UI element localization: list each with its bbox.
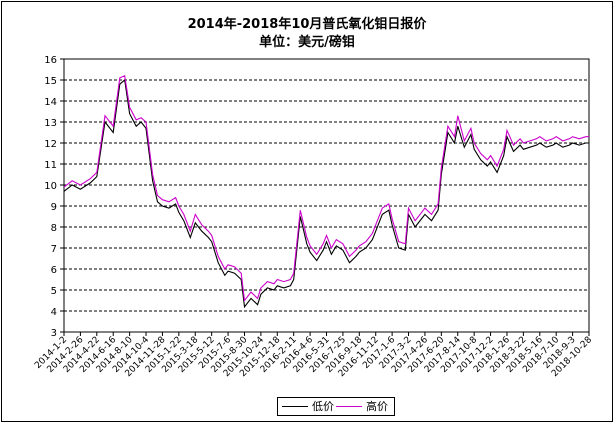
chart-title: 2014年-2018年10月普氏氧化钼日报价 (187, 17, 427, 32)
y-tick-label: 3 (51, 328, 57, 339)
plot-area (63, 58, 590, 333)
y-tick-label: 12 (44, 139, 57, 150)
y-tick-label: 6 (51, 265, 57, 276)
y-tick-label: 10 (44, 181, 57, 192)
legend: 低价 高价 (277, 397, 395, 416)
y-tick-label: 4 (51, 307, 57, 318)
y-tick-label: 15 (44, 76, 57, 87)
y-tick-label: 5 (51, 286, 57, 297)
y-tick-label: 14 (44, 97, 57, 108)
series-line-low (63, 78, 589, 309)
y-tick-label: 7 (51, 244, 57, 255)
y-tick-label: 11 (44, 160, 57, 171)
y-tick-label: 16 (44, 55, 57, 66)
y-tick-label: 8 (51, 223, 57, 234)
y-tick-label: 9 (51, 202, 57, 213)
legend-swatch-high (336, 406, 362, 407)
legend-swatch-low (282, 406, 308, 407)
series-line-high (63, 75, 589, 302)
y-tick-label: 13 (44, 118, 57, 129)
legend-label-low: 低价 (312, 400, 334, 413)
legend-label-high: 高价 (366, 400, 388, 413)
chart-subtitle: 单位：美元/磅钼 (259, 35, 355, 50)
